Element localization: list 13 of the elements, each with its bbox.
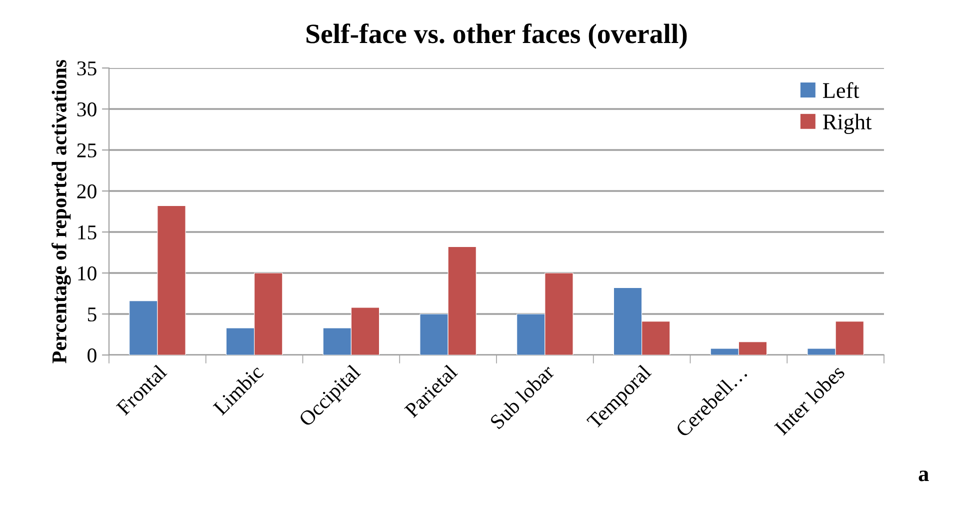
y-tick-label: 15 bbox=[78, 225, 96, 240]
y-axis-title: Percentage of reported activations bbox=[52, 60, 71, 364]
y-tick-label: 20 bbox=[77, 184, 96, 198]
legend-label: Right bbox=[822, 114, 872, 134]
text: a bbox=[918, 470, 929, 482]
y-tick-label: 35 bbox=[77, 61, 96, 76]
y-tick-label: 5 bbox=[88, 308, 96, 322]
y-tick-label: 10 bbox=[78, 266, 96, 280]
y-tick-label: 30 bbox=[77, 102, 96, 116]
y-tick-label: 25 bbox=[77, 143, 96, 158]
chart-title: Self-face vs. other faces (overall) bbox=[306, 23, 687, 49]
y-tick-label: 0 bbox=[88, 348, 96, 362]
legend-label: Left bbox=[822, 82, 860, 98]
